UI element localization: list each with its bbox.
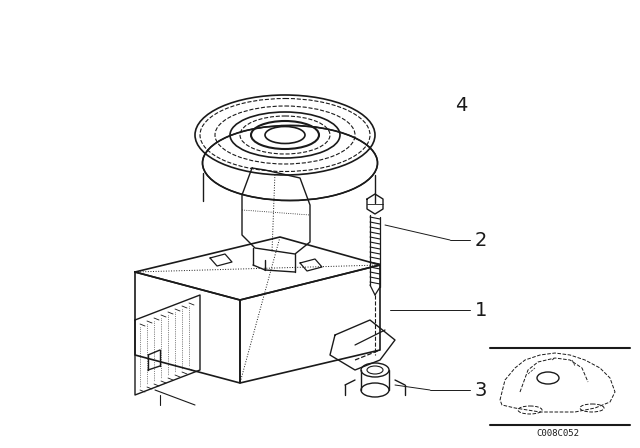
Text: 3: 3 [475,380,488,400]
Text: 2: 2 [475,231,488,250]
Text: 4: 4 [455,95,467,115]
Text: 1: 1 [475,301,488,319]
Text: C008C052: C008C052 [536,428,579,438]
